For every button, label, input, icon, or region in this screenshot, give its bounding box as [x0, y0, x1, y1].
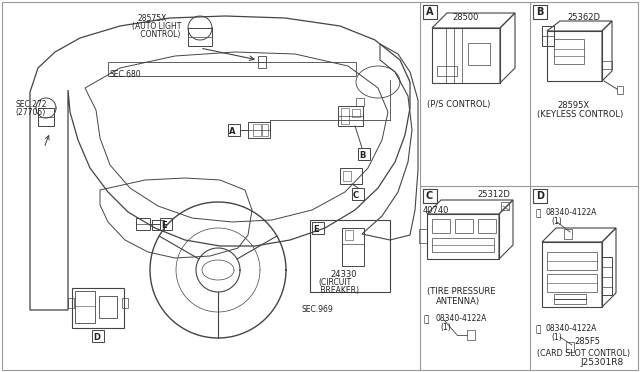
Text: (1): (1) — [551, 217, 562, 226]
Bar — [122, 298, 128, 308]
Bar — [228, 124, 240, 136]
Bar — [152, 220, 164, 230]
Text: SEC.272: SEC.272 — [15, 100, 47, 109]
Bar — [432, 219, 450, 233]
Bar — [356, 98, 364, 106]
Bar — [501, 202, 509, 210]
Bar — [542, 26, 554, 46]
Bar — [478, 219, 496, 233]
Bar — [253, 124, 261, 136]
Text: 28575X: 28575X — [138, 14, 168, 23]
Text: 25362D: 25362D — [567, 13, 600, 22]
Bar — [108, 62, 356, 76]
Bar — [547, 252, 597, 270]
Bar — [99, 296, 117, 318]
Bar — [92, 330, 104, 342]
Bar — [258, 56, 266, 68]
Bar — [340, 168, 362, 184]
Text: D: D — [93, 333, 100, 342]
Text: 40740: 40740 — [423, 206, 449, 215]
Text: (P/S CONTROL): (P/S CONTROL) — [427, 100, 490, 109]
Text: ANTENNA): ANTENNA) — [436, 297, 480, 306]
Bar — [248, 122, 270, 138]
Text: Ⓢ: Ⓢ — [535, 325, 540, 334]
Bar — [427, 214, 499, 259]
Bar — [566, 342, 574, 352]
Bar — [312, 222, 324, 234]
Bar — [341, 108, 349, 124]
Text: 28595X: 28595X — [557, 101, 589, 110]
Bar — [419, 229, 427, 243]
Bar — [542, 242, 602, 307]
Bar — [602, 257, 612, 295]
Text: J25301R8: J25301R8 — [580, 358, 623, 367]
Bar — [437, 66, 457, 76]
Bar — [554, 294, 586, 304]
Bar — [352, 109, 360, 117]
Bar — [352, 188, 364, 200]
Text: E: E — [313, 225, 319, 234]
Text: Ⓢ: Ⓢ — [535, 209, 540, 218]
Bar — [602, 61, 612, 69]
Bar — [262, 124, 268, 136]
Text: BREAKER): BREAKER) — [318, 286, 359, 295]
Text: (1): (1) — [551, 333, 562, 342]
Bar — [160, 218, 172, 230]
Bar — [75, 291, 95, 323]
Text: (TIRE PRESSURE: (TIRE PRESSURE — [427, 287, 495, 296]
Bar — [423, 189, 437, 203]
Bar — [468, 43, 490, 65]
Text: D: D — [536, 191, 544, 201]
Text: (KEYLESS CONTROL): (KEYLESS CONTROL) — [537, 110, 623, 119]
Text: A: A — [229, 127, 236, 136]
Bar — [533, 5, 547, 19]
Bar — [68, 298, 74, 308]
Text: 08340-4122A: 08340-4122A — [546, 324, 597, 333]
Bar — [547, 274, 597, 292]
Bar — [564, 229, 572, 239]
Bar — [338, 106, 363, 126]
Text: C: C — [353, 191, 359, 200]
Text: B: B — [359, 151, 365, 160]
Bar — [310, 220, 390, 292]
Bar — [554, 39, 584, 64]
Text: SEC.969: SEC.969 — [302, 305, 333, 314]
Bar — [467, 330, 475, 340]
Text: C: C — [426, 191, 433, 201]
Bar — [432, 238, 494, 252]
Text: 08340-4122A: 08340-4122A — [435, 314, 486, 323]
Text: (CARD SLOT CONTROL): (CARD SLOT CONTROL) — [537, 349, 630, 358]
Text: (27705): (27705) — [15, 108, 45, 117]
Text: 08340-4122A: 08340-4122A — [546, 208, 597, 217]
Bar — [617, 86, 623, 94]
Bar — [432, 28, 500, 83]
Bar — [358, 148, 370, 160]
Bar — [343, 171, 351, 181]
Bar — [423, 5, 437, 19]
Text: 25312D: 25312D — [477, 190, 510, 199]
Text: 285F5: 285F5 — [574, 337, 600, 346]
Text: A: A — [426, 7, 433, 17]
Text: (1): (1) — [440, 323, 451, 332]
Text: (CIRCUIT: (CIRCUIT — [318, 278, 351, 287]
Bar — [342, 228, 364, 266]
Bar — [533, 189, 547, 203]
Text: CONTROL): CONTROL) — [138, 30, 180, 39]
Text: Ⓢ: Ⓢ — [424, 315, 429, 324]
Text: E: E — [161, 221, 166, 230]
Text: B: B — [536, 7, 543, 17]
Text: 24330: 24330 — [330, 270, 356, 279]
Bar — [455, 219, 473, 233]
Bar — [188, 28, 212, 46]
Bar — [38, 108, 54, 126]
Bar — [547, 31, 602, 81]
Text: (AUTO LIGHT: (AUTO LIGHT — [132, 22, 181, 31]
Bar — [136, 218, 150, 230]
Bar — [72, 288, 124, 328]
Bar — [345, 230, 353, 240]
Text: SEC.680: SEC.680 — [110, 70, 141, 79]
Text: 28500: 28500 — [452, 13, 478, 22]
